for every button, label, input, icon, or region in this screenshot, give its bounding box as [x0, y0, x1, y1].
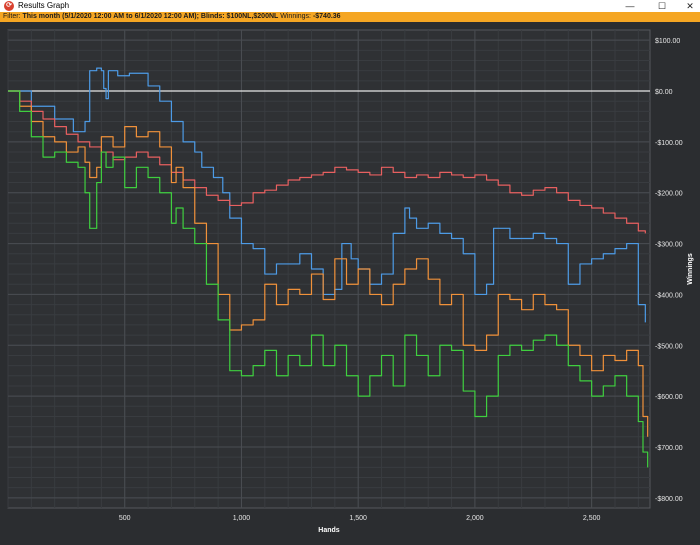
x-tick-label: 2,000 [466, 515, 484, 522]
series-line-4 [8, 90, 649, 468]
close-button[interactable]: ✕ [686, 1, 694, 11]
x-tick-label: 1,000 [233, 515, 251, 522]
maximize-button[interactable]: ☐ [657, 1, 667, 11]
filter-text: This month (5/1/2020 12:00 AM to 6/1/202… [22, 13, 279, 20]
series-line-2 [8, 90, 646, 234]
chart-svg: $100.00 $0.00 -$100.00 -$200.00 -$300.00 -$40… [7, 29, 694, 534]
window-titlebar: ⟳ Results Graph — ☐ ✕ [0, 0, 700, 12]
y-axis-title: Winnings [687, 253, 694, 285]
filter-bar: Filter: This month (5/1/2020 12:00 AM to… [0, 12, 700, 22]
results-chart: $100.00 $0.00 -$100.00 -$200.00 -$300.00 -$40… [0, 22, 700, 540]
x-tick-label: 2,500 [583, 515, 601, 522]
winnings-label: Winnings: [278, 13, 313, 20]
app-icon: ⟳ [4, 1, 14, 11]
y-tick-label: -$400.00 [655, 292, 683, 299]
y-tick-label: $100.00 [655, 38, 680, 45]
x-tick-label: 500 [119, 515, 131, 522]
plot-area [7, 29, 651, 509]
series-line-3 [8, 90, 649, 437]
filter-prefix: Filter: [3, 13, 23, 20]
y-tick-label: -$500.00 [655, 343, 683, 350]
x-tick-label: 1,500 [349, 515, 367, 522]
x-axis-title: Hands [318, 527, 340, 534]
y-tick-label: -$600.00 [655, 394, 683, 401]
y-tick-label: -$300.00 [655, 242, 683, 249]
minimize-button[interactable]: — [625, 1, 635, 11]
y-tick-label: -$700.00 [655, 445, 683, 452]
winnings-value: -$740.36 [312, 13, 341, 20]
window-title: Results Graph [18, 1, 70, 10]
y-tick-label: $0.00 [655, 89, 673, 96]
y-tick-label: -$200.00 [655, 191, 683, 198]
y-tick-label: -$100.00 [655, 140, 683, 147]
series-line-1 [8, 67, 646, 323]
y-tick-label: -$800.00 [655, 496, 683, 503]
